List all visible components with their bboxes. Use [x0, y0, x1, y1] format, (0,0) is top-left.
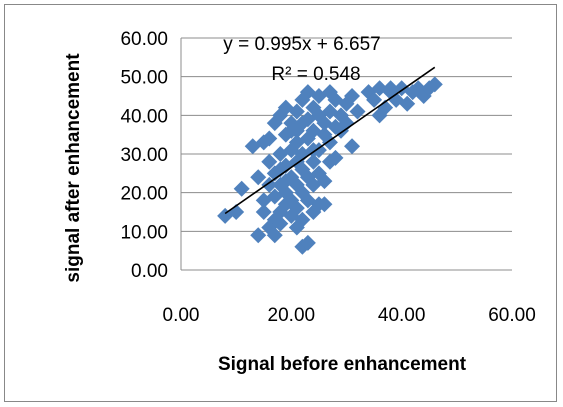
data-point — [366, 91, 383, 108]
y-tick-label-0: 0.00 — [131, 261, 168, 282]
data-point — [338, 115, 355, 132]
data-point — [377, 99, 394, 116]
data-point — [272, 161, 289, 178]
data-point — [349, 103, 366, 120]
data-point — [316, 196, 333, 213]
data-point — [305, 153, 322, 170]
data-point — [288, 200, 305, 217]
x-tick-label-0: 0.00 — [163, 305, 200, 326]
data-point — [299, 234, 316, 251]
data-point — [277, 173, 294, 190]
x-tick-label-2: 40.00 — [378, 305, 426, 326]
data-point — [261, 176, 278, 193]
y-tick-label-1: 10.00 — [120, 222, 168, 243]
data-point — [233, 180, 250, 197]
data-point — [288, 219, 305, 236]
data-point — [266, 227, 283, 244]
data-point — [250, 169, 267, 186]
data-points — [217, 76, 443, 255]
data-point — [261, 130, 278, 147]
x-axis-title: Signal before enhancement — [218, 354, 467, 375]
data-point — [344, 138, 361, 155]
x-tick-label-3: 60.00 — [488, 305, 536, 326]
trendline — [224, 66, 436, 215]
y-axis-title: signal after enhancement — [63, 53, 84, 283]
data-point — [244, 138, 261, 155]
y-tick-label-5: 50.00 — [120, 68, 168, 89]
trendline-r-squared: R² = 0.548 — [271, 64, 360, 85]
y-tick-label-6: 60.00 — [120, 29, 168, 50]
y-tick-label-2: 20.00 — [120, 184, 168, 205]
data-point — [288, 103, 305, 120]
trendline-layer — [224, 66, 436, 215]
data-point — [272, 215, 289, 232]
x-tick-label-1: 20.00 — [268, 305, 316, 326]
data-point — [283, 122, 300, 139]
y-tick-label-3: 30.00 — [120, 145, 168, 166]
data-point — [261, 153, 278, 170]
data-point — [399, 95, 416, 112]
tick-labels: 0.00 10.00 20.00 30.00 40.00 50.00 60.00 0.00 20… — [120, 29, 535, 326]
axes — [180, 38, 512, 271]
trendline-equation: y = 0.995x + 6.657 — [223, 34, 380, 55]
data-point — [316, 173, 333, 190]
data-point — [382, 80, 399, 97]
y-tick-label-4: 40.00 — [120, 106, 168, 127]
data-point — [327, 149, 344, 166]
data-point — [250, 227, 267, 244]
data-point — [426, 76, 443, 93]
data-point — [344, 88, 361, 104]
data-point — [255, 204, 272, 220]
data-point — [294, 115, 311, 132]
gridlines — [181, 37, 512, 232]
